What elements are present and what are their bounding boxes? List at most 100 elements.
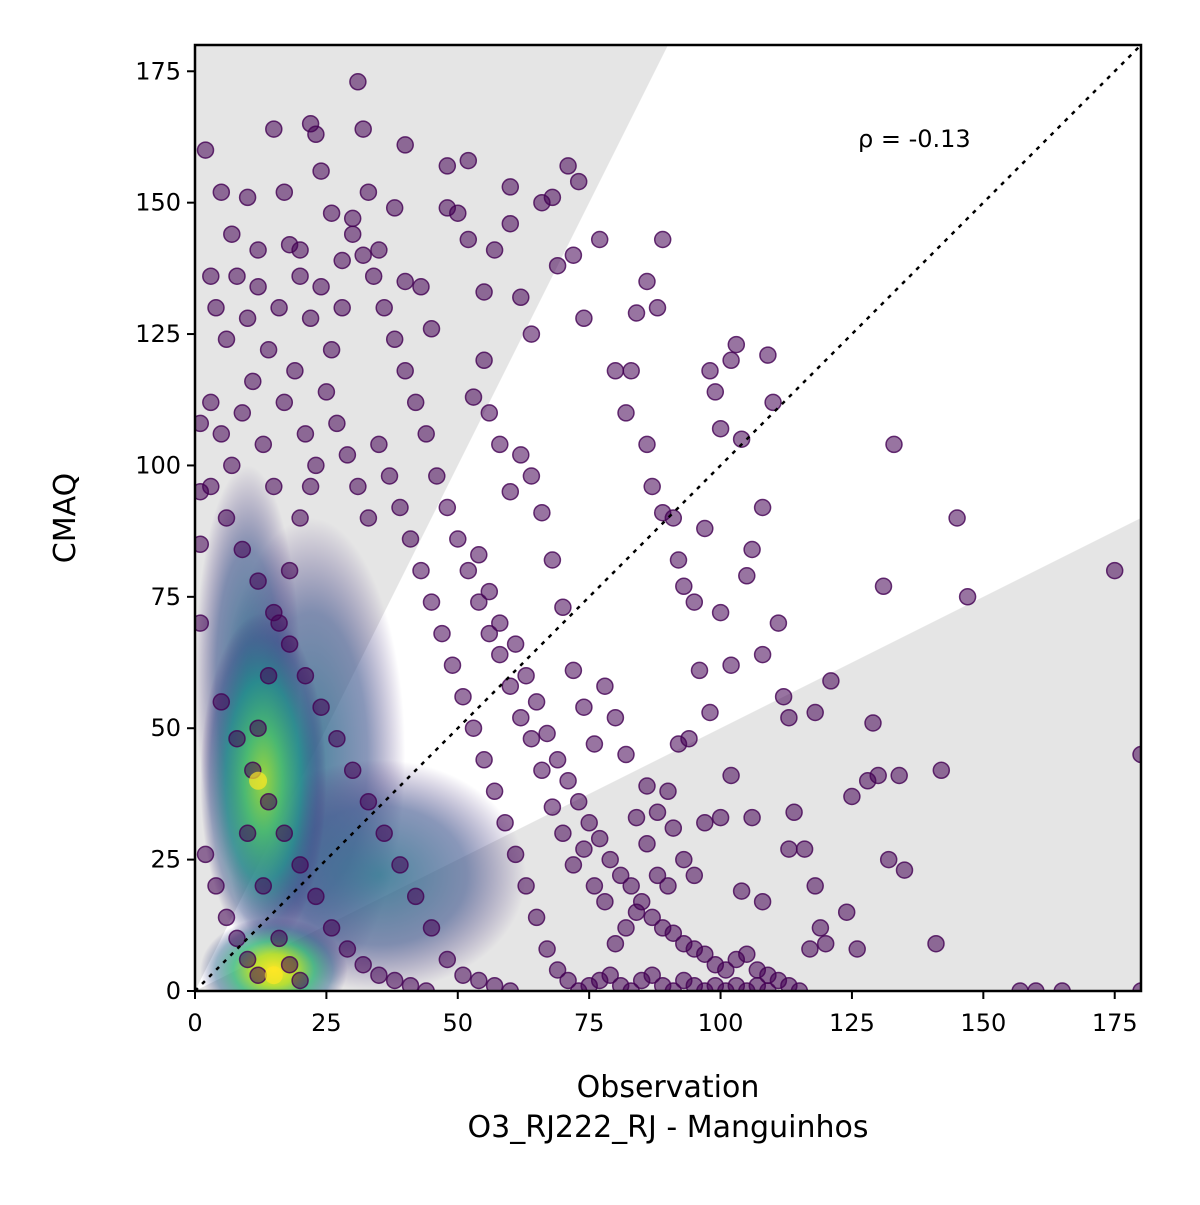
one-to-one-line	[195, 45, 1141, 991]
data-point	[265, 120, 283, 138]
scatter-points	[195, 73, 1141, 991]
x-tick-label: 125	[829, 1009, 875, 1037]
data-point	[554, 598, 572, 617]
data-point	[769, 614, 788, 632]
data-point	[244, 372, 262, 391]
data-point	[328, 729, 346, 748]
data-point	[638, 435, 656, 454]
data-point	[195, 482, 210, 501]
data-point	[822, 672, 840, 690]
data-point	[280, 561, 299, 580]
data-point	[322, 341, 341, 359]
data-point	[675, 577, 693, 596]
data-point	[349, 73, 367, 91]
data-point	[806, 703, 824, 722]
x-tick-label: 0	[187, 1009, 202, 1037]
data-point	[512, 708, 530, 727]
data-point	[548, 256, 567, 275]
data-point	[617, 745, 635, 764]
data-point	[559, 772, 577, 790]
data-point	[396, 136, 414, 154]
data-point	[485, 241, 504, 259]
data-point	[659, 782, 677, 801]
data-point	[470, 971, 488, 990]
data-point	[738, 945, 756, 963]
data-point	[696, 814, 714, 832]
y-tick-label: 50	[150, 714, 181, 742]
data-point	[522, 325, 541, 343]
data-point	[790, 982, 809, 991]
data-point	[780, 840, 798, 858]
data-point	[296, 666, 315, 685]
data-point	[217, 908, 236, 927]
data-point	[480, 624, 499, 643]
data-point	[286, 362, 304, 380]
data-point	[543, 798, 562, 816]
data-point	[811, 919, 830, 937]
data-point	[590, 230, 609, 249]
data-point	[254, 877, 273, 895]
data-point	[696, 945, 714, 963]
data-point	[780, 708, 798, 727]
x-tick-label: 150	[960, 1009, 1006, 1037]
data-point	[643, 966, 661, 984]
data-point	[932, 761, 951, 780]
data-point	[564, 661, 583, 680]
data-point	[548, 961, 567, 979]
data-point	[512, 288, 530, 307]
data-point	[533, 761, 551, 780]
data-point	[470, 593, 488, 611]
data-point	[554, 824, 572, 843]
data-point	[464, 719, 483, 737]
data-point	[538, 940, 556, 958]
data-point	[391, 856, 409, 874]
data-point	[638, 835, 656, 853]
data-point	[722, 766, 740, 785]
data-point	[653, 230, 672, 249]
data-point	[722, 351, 740, 370]
x-tick-label: 75	[574, 1009, 605, 1037]
data-point	[291, 267, 309, 285]
data-point	[601, 966, 619, 984]
density-peaks	[249, 771, 283, 985]
data-point	[202, 267, 220, 285]
data-point	[354, 955, 372, 974]
data-point	[196, 845, 215, 864]
data-point	[759, 982, 777, 991]
data-point	[396, 362, 414, 380]
data-point	[412, 278, 430, 296]
data-point	[690, 661, 709, 680]
data-point	[275, 393, 294, 412]
y-tick-label: 75	[150, 583, 181, 611]
data-point	[879, 850, 898, 869]
data-point	[543, 188, 562, 207]
data-point	[412, 561, 430, 580]
data-point	[228, 729, 246, 748]
data-point	[196, 141, 215, 159]
data-point	[454, 687, 472, 706]
data-point	[559, 971, 577, 990]
data-point	[296, 425, 315, 443]
data-point	[364, 267, 383, 285]
data-point	[438, 498, 457, 517]
data-point	[422, 919, 441, 937]
data-point	[265, 477, 283, 496]
data-point	[564, 856, 583, 874]
data-point	[480, 582, 499, 601]
data-point	[580, 814, 598, 832]
data-point	[249, 241, 267, 259]
data-point	[722, 656, 740, 674]
data-point	[438, 950, 457, 969]
data-point	[864, 714, 882, 732]
data-point	[406, 887, 425, 906]
data-point	[475, 283, 493, 301]
data-point	[370, 966, 388, 984]
x-axis-label: Observation	[577, 1070, 760, 1105]
data-point	[611, 866, 630, 885]
data-point	[291, 509, 309, 527]
data-point	[848, 940, 866, 958]
data-point	[202, 393, 220, 412]
data-point	[527, 693, 546, 711]
data-point	[711, 808, 730, 827]
data-point	[643, 477, 661, 496]
